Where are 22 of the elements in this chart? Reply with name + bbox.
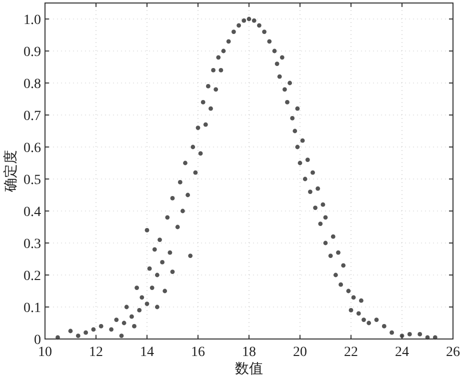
y-tick-label: 0.2 <box>24 268 41 284</box>
y-tick-label: 0.3 <box>24 236 41 252</box>
x-tick-label: 22 <box>344 345 358 360</box>
y-tick-label: 0 <box>34 332 41 348</box>
x-tick-label: 26 <box>446 345 460 360</box>
x-axis-title: 数值 <box>235 361 263 377</box>
x-tick-label: 24 <box>395 345 409 360</box>
x-tick-label: 16 <box>191 345 205 360</box>
y-tick-label: 0.4 <box>24 204 41 220</box>
y-tick-label: 0.9 <box>24 44 41 60</box>
y-tick-label: 0.7 <box>24 108 41 124</box>
y-axis-title: 确定度 <box>2 150 19 193</box>
x-tick-label: 20 <box>293 345 307 360</box>
y-tick-label: 1.0 <box>24 12 41 28</box>
y-tick-label: 0.8 <box>24 76 41 92</box>
y-tick-label: 0.5 <box>24 172 41 188</box>
y-tick-label: 0.1 <box>24 300 41 316</box>
y-tick-label: 0.6 <box>24 140 41 156</box>
x-tick-label: 18 <box>242 345 256 360</box>
x-tick-label: 10 <box>38 345 52 360</box>
x-tick-label: 14 <box>140 345 154 360</box>
x-tick-label: 12 <box>89 345 103 360</box>
